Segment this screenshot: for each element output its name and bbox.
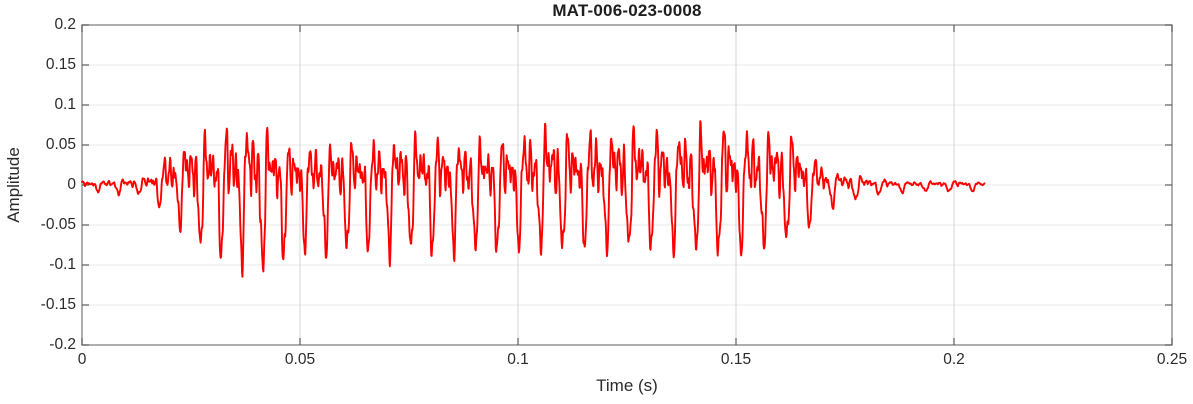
x-tick-label: 0.25 bbox=[1156, 351, 1188, 368]
x-tick-label: 0.15 bbox=[720, 351, 752, 368]
y-tick-label: 0.05 bbox=[45, 136, 76, 153]
y-tick-label: -0.05 bbox=[40, 216, 76, 233]
y-tick-label: 0.15 bbox=[45, 56, 76, 73]
y-tick-label: -0.15 bbox=[40, 296, 76, 313]
x-tick-label: 0.2 bbox=[943, 351, 965, 368]
y-tick-label: 0.2 bbox=[54, 16, 76, 33]
x-tick-label: 0.05 bbox=[284, 351, 316, 368]
y-tick-label: -0.1 bbox=[49, 256, 76, 273]
y-tick-label: -0.2 bbox=[49, 336, 76, 353]
y-tick-label: 0 bbox=[67, 176, 76, 193]
waveform-line bbox=[81, 120, 986, 278]
chart-title: MAT-006-023-0008 bbox=[552, 1, 702, 20]
x-tick-label: 0 bbox=[77, 351, 87, 368]
x-axis-label: Time (s) bbox=[596, 376, 658, 395]
x-tick-label: 0.1 bbox=[507, 351, 529, 368]
y-tick-label: 0.1 bbox=[54, 96, 76, 113]
